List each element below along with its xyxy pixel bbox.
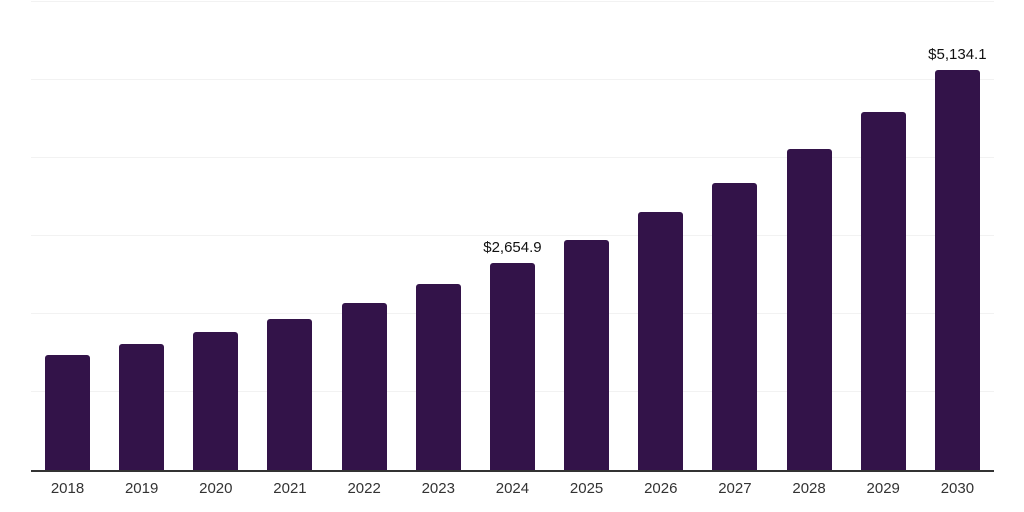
x-tick-2022: 2022: [347, 480, 381, 497]
bar-2021: [267, 319, 313, 470]
bar-2030: [934, 69, 980, 470]
bar-column-2027: [712, 182, 758, 470]
x-tick-2028: 2028: [792, 480, 826, 497]
bar-2018: [45, 355, 90, 470]
bar-2020: [193, 331, 239, 470]
x-tick-2025: 2025: [569, 480, 604, 497]
x-tick-2018: 2018: [50, 480, 85, 497]
gridline-5000: [31, 79, 994, 80]
bar-column-2019: [119, 344, 165, 470]
data-label-2030: $5,134.1: [928, 45, 987, 63]
bar-column-2025: [564, 239, 610, 470]
bars-row: $2,654.9 $5,134.1: [31, 2, 994, 470]
gridline-6000: [31, 1, 994, 2]
bar-2026: [638, 211, 684, 470]
bar-column-2022: [341, 303, 387, 470]
bar-2029: [860, 112, 906, 470]
bar-2019: [119, 344, 165, 470]
x-tick-2021: 2021: [273, 480, 307, 497]
x-tick-2026: 2026: [644, 480, 678, 497]
bar-column-2018: [45, 355, 90, 470]
bar-2024: [489, 262, 535, 470]
x-tick-2020: 2020: [199, 480, 233, 497]
bar-2023: [415, 283, 461, 470]
bar-column-2028: [786, 149, 832, 470]
bar-column-2024: $2,654.9: [483, 239, 542, 470]
bar-column-2030: $5,134.1: [928, 46, 987, 470]
bar-column-2026: [638, 211, 684, 470]
bar-column-2023: [415, 283, 461, 470]
gridline-3000: [31, 235, 994, 236]
x-tick-2027: 2027: [718, 480, 752, 497]
bar-chart: $2,654.9 $5,134.1 2018 2019 2020 2021 2022 202…: [31, 1, 994, 497]
bar-column-2029: [860, 112, 906, 470]
x-axis-labels: 2018 2019 2020 2021 2022 2023 2024 2025 2026 2027…: [31, 480, 994, 497]
bar-2022: [341, 303, 387, 470]
data-label-2024: $2,654.9: [483, 238, 542, 256]
x-tick-2030: 2030: [940, 480, 975, 497]
bar-2028: [786, 149, 832, 470]
plot-area: $2,654.9 $5,134.1: [31, 1, 994, 472]
bar-2025: [564, 239, 610, 470]
x-tick-2023: 2023: [421, 480, 455, 497]
x-tick-2024: 2024: [495, 480, 530, 497]
bar-2027: [712, 182, 758, 470]
gridline-4000: [31, 157, 994, 158]
bar-column-2020: [193, 331, 239, 470]
x-tick-2019: 2019: [124, 480, 159, 497]
x-tick-2029: 2029: [866, 480, 900, 497]
bar-column-2021: [267, 319, 313, 470]
